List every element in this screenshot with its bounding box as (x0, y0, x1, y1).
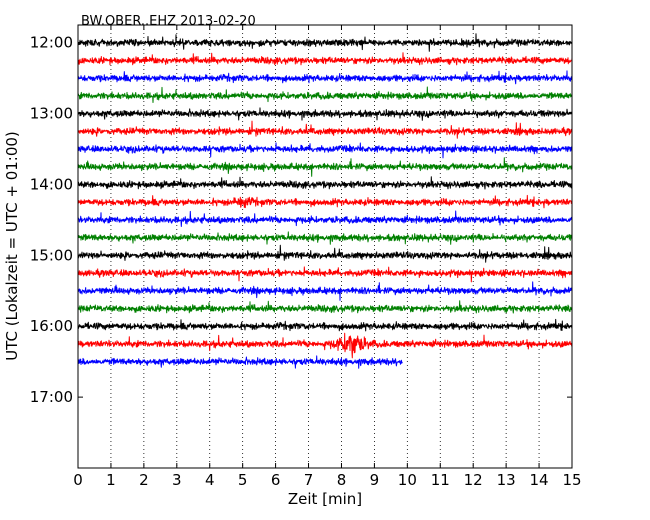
x-axis-label: Zeit [min] (288, 490, 362, 508)
x-tick-label: 8 (337, 471, 347, 489)
x-tick-label: 12 (464, 471, 483, 489)
seismogram-trace (77, 210, 573, 227)
seismogram-trace (77, 266, 573, 283)
x-tick-label: 0 (73, 471, 83, 489)
seismogram-trace (77, 332, 573, 359)
seismogram-trace (77, 157, 573, 177)
x-tick-label: 1 (106, 471, 116, 489)
y-tick-label: 15:00 (30, 246, 73, 264)
x-tick-label: 14 (530, 471, 549, 489)
seismogram-trace (77, 355, 403, 369)
seismogram-trace (77, 281, 573, 301)
chart-title: BW.OBER..EHZ 2013-02-20 (81, 14, 256, 29)
y-tick-label: 14:00 (30, 175, 73, 193)
grid-lines (110, 25, 540, 468)
seismogram-trace (77, 176, 573, 190)
seismogram-trace (77, 318, 573, 332)
y-tick-label: 16:00 (30, 317, 73, 335)
trace-group (77, 33, 573, 369)
x-tick-label: 6 (271, 471, 281, 489)
y-axis-label: UTC (Lokalzeit = UTC + 01:00) (3, 131, 21, 361)
y-tick-label: 17:00 (30, 388, 73, 406)
seismogram-trace (77, 52, 573, 66)
x-tick-label: 4 (205, 471, 215, 489)
x-tick-label: 3 (172, 471, 182, 489)
seismogram-trace (77, 194, 573, 209)
x-tick-label: 7 (304, 471, 314, 489)
seismogram-trace (77, 300, 573, 314)
seismogram-trace (77, 33, 573, 52)
x-tick-label: 2 (139, 471, 149, 489)
y-axis: 12:00 13:00 14:00 15:00 16:00 17:00 (30, 34, 572, 406)
seismogram-trace (77, 120, 573, 139)
y-tick-label: 12:00 (30, 34, 73, 52)
plot-frame (77, 24, 573, 469)
x-tick-label: 15 (562, 471, 581, 489)
seismogram-trace (77, 86, 573, 103)
y-tick-label: 13:00 (30, 105, 73, 123)
x-tick-label: 5 (238, 471, 248, 489)
x-axis: 0 1 2 3 4 5 6 7 8 9 10 11 12 13 14 15 (73, 25, 582, 489)
x-tick-label: 10 (398, 471, 417, 489)
x-tick-label: 11 (431, 471, 450, 489)
seismogram-trace (77, 107, 573, 121)
x-tick-label: 13 (497, 471, 516, 489)
x-tick-label: 9 (370, 471, 380, 489)
seismogram-trace (77, 244, 573, 263)
seismogram-trace (77, 231, 573, 245)
seismogram-trace (77, 142, 573, 159)
seismogram-trace (77, 70, 573, 85)
